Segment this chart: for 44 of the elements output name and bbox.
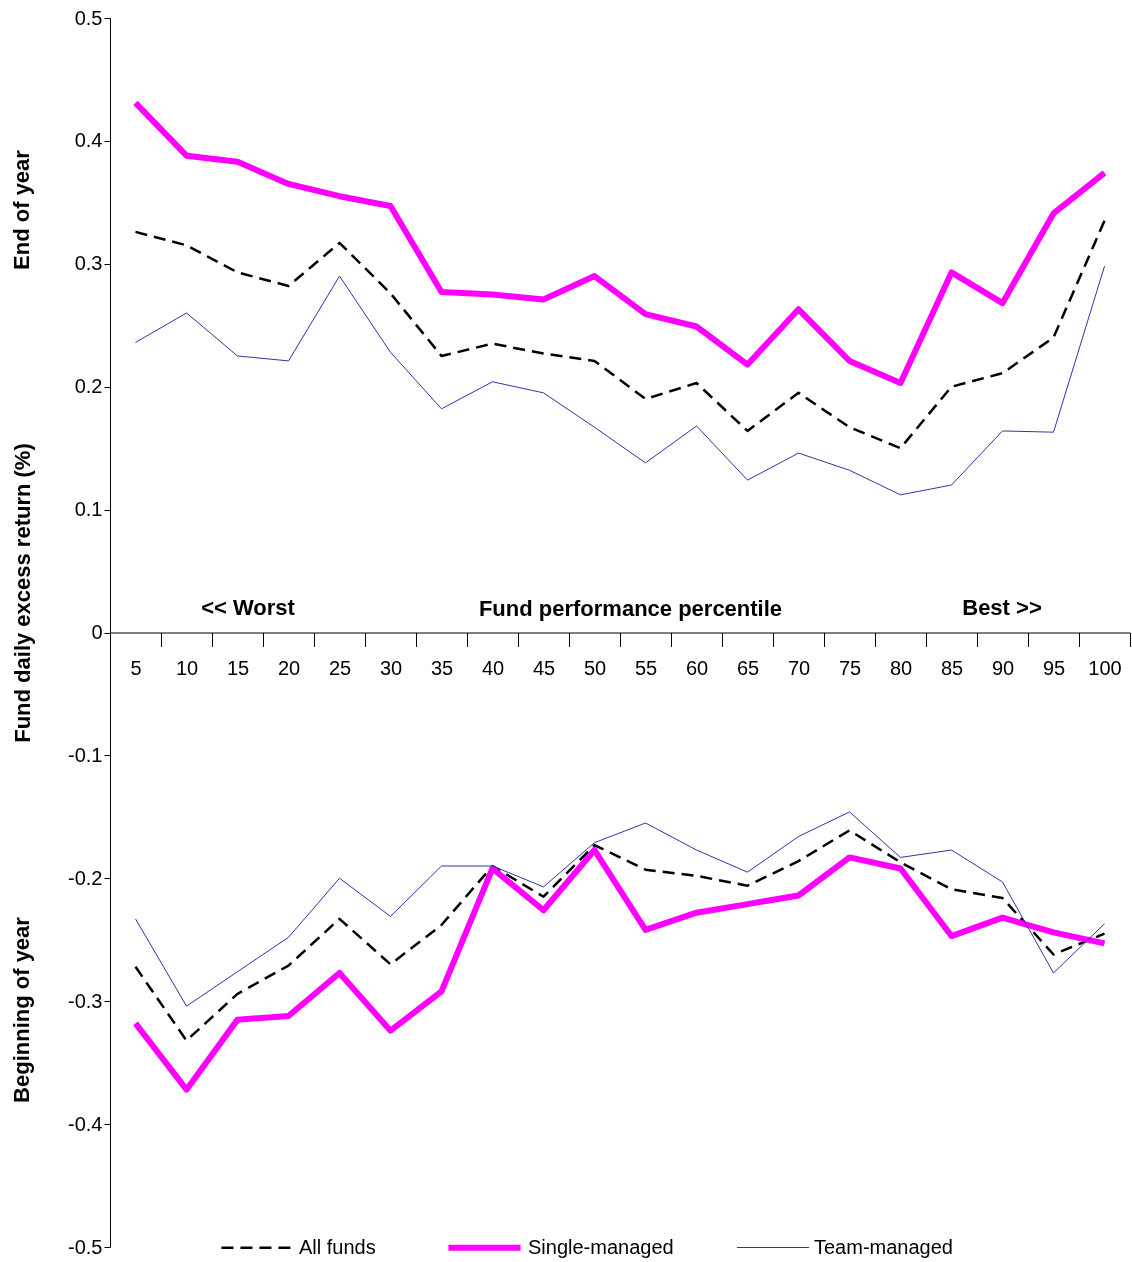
x-tick-label: 5 (130, 657, 142, 679)
y-axis-title: Fund daily excess return (%) (9, 443, 35, 743)
x-tick-label: 70 (787, 657, 811, 679)
x-tick-label: 15 (226, 657, 250, 679)
x-tick-label: 80 (889, 657, 913, 679)
legend-label: Single-managed (528, 1235, 674, 1258)
y-tick-label: 0 (91, 621, 103, 643)
text: End of year (9, 149, 34, 270)
x-tick-label: 90 (991, 657, 1015, 679)
y-tick-label: -0.4 (68, 1112, 103, 1135)
x-tick-label: 30 (379, 657, 403, 679)
y-tick-label: 0.3 (74, 252, 103, 275)
line-series (134, 829, 1106, 1042)
y-tick-label: 0.5 (74, 6, 103, 29)
line-series (134, 219, 1106, 450)
x-tick-label: 85 (940, 657, 964, 679)
text: Beginning of year (9, 916, 34, 1103)
y-tick-label: -0.5 (68, 1235, 103, 1258)
x-tick-label: 100 (1088, 657, 1122, 679)
x-tick-label: 95 (1042, 657, 1066, 679)
x-tick-label: 35 (430, 657, 454, 679)
x-tick-label: 55 (634, 657, 658, 679)
x-tick-label: 75 (838, 657, 862, 679)
annotation: << Worst (201, 595, 296, 620)
line-series (135, 265, 1105, 496)
y-tick-label: 0.1 (74, 498, 103, 521)
legend-label: Team-managed (814, 1235, 953, 1258)
x-tick-label: 45 (532, 657, 556, 679)
x-tick-label: 50 (583, 657, 607, 679)
annotation: Best >> (962, 595, 1042, 620)
x-tick-label: 60 (685, 657, 709, 679)
y-tick-label: -0.1 (68, 743, 103, 766)
x-axis-title: Fund performance percentile (478, 596, 783, 621)
x-tick-label: 10 (175, 657, 199, 679)
y-tick-label: -0.2 (68, 866, 103, 889)
x-tick-label: 25 (328, 657, 352, 679)
y-tick-label: -0.3 (68, 989, 103, 1012)
x-tick-label: 65 (736, 657, 760, 679)
y-tick-label: 0.2 (74, 375, 103, 398)
x-tick-label: 40 (481, 657, 505, 679)
legend-label: All funds (299, 1235, 376, 1258)
y-tick-label: 0.4 (74, 129, 103, 152)
line-series (135, 811, 1105, 1007)
x-tick-label: 20 (277, 657, 301, 679)
